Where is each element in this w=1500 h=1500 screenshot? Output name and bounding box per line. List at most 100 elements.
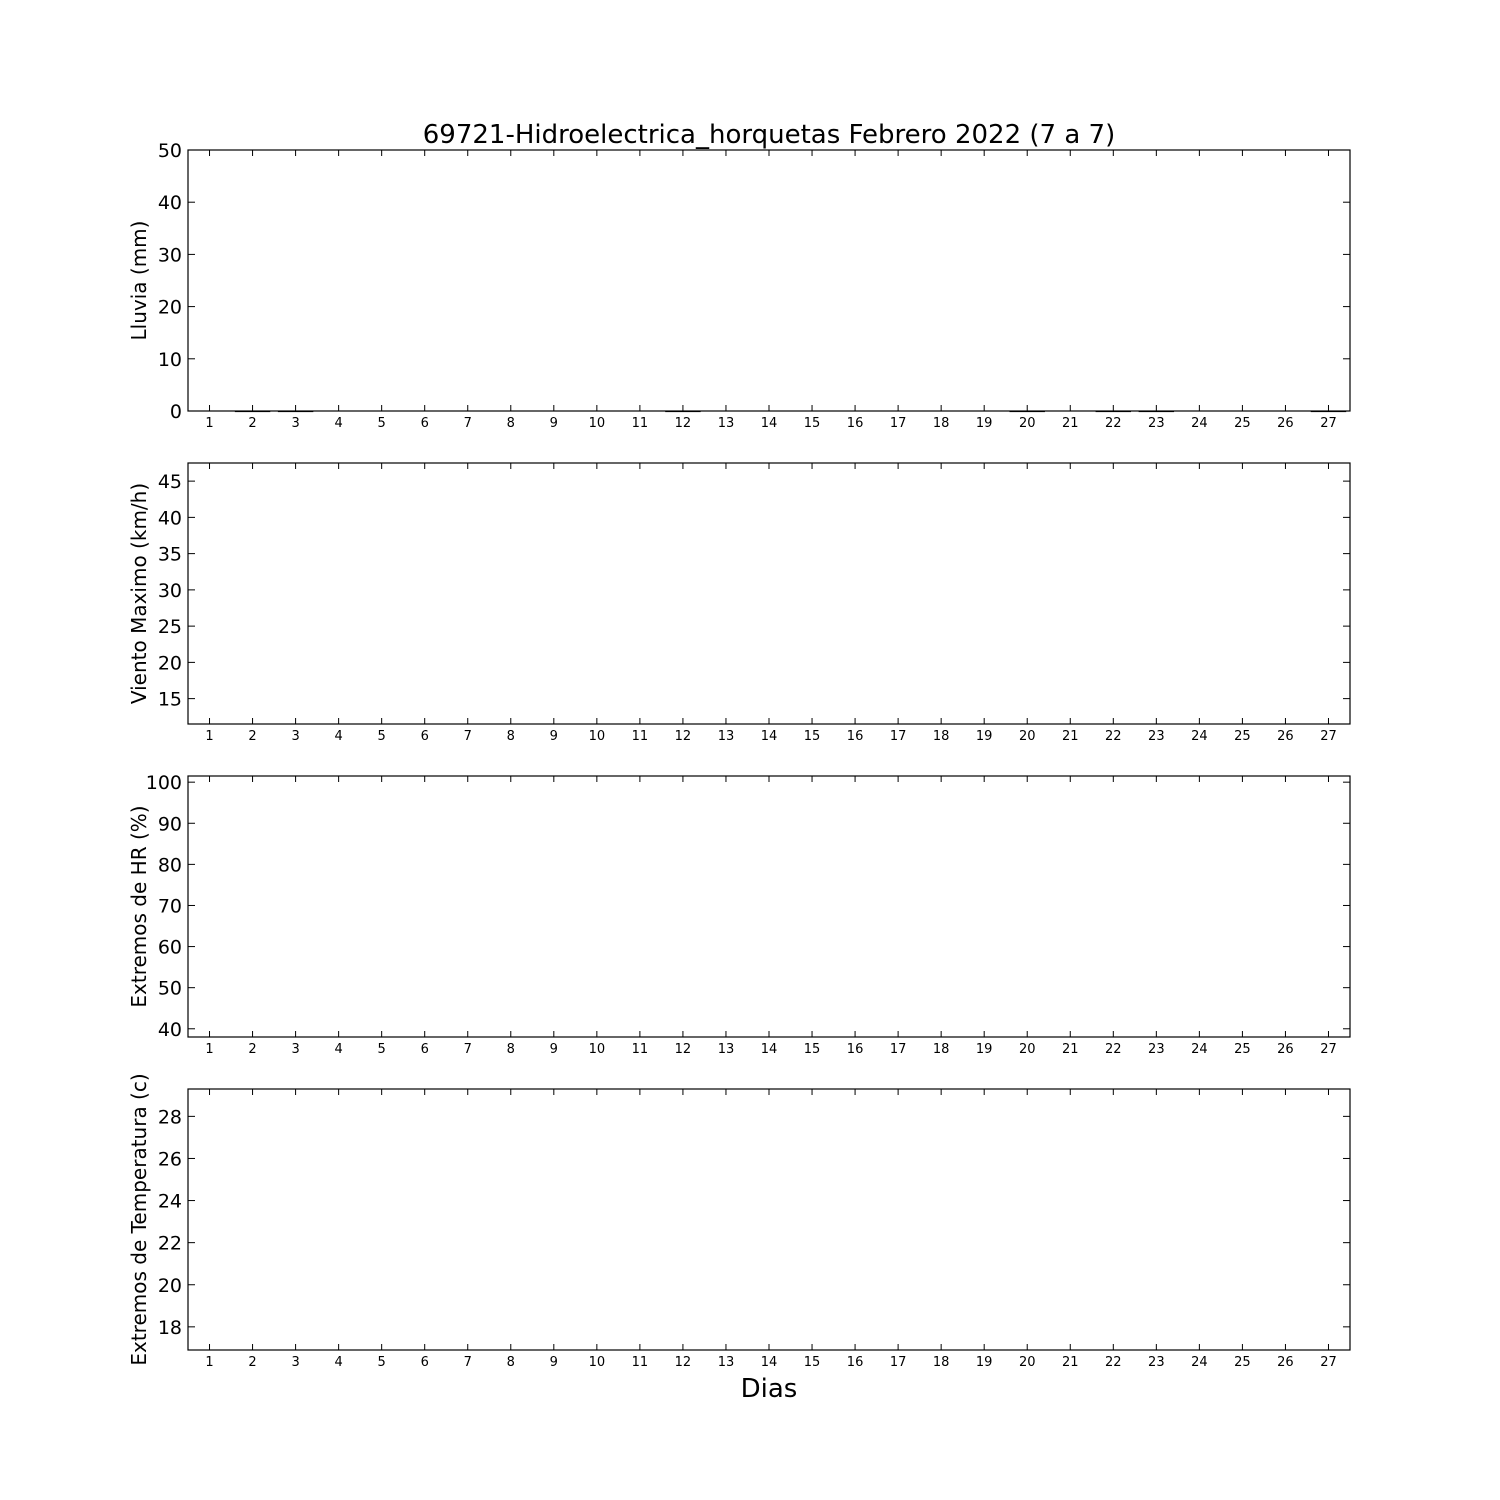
chart-panel-1: 1 2 3 4 5 6 7 8 9 10 11 12 13 14 15 16 17 18 19 20 21 22 23 24 2… <box>127 140 1351 431</box>
x-tick-label-10: 10 <box>589 416 606 431</box>
x-tick-label-2: 2 <box>248 729 256 744</box>
x-tick-label-23: 23 <box>1148 416 1165 431</box>
x-tick-label-6: 6 <box>421 1042 429 1057</box>
x-tick-label-7: 7 <box>464 729 472 744</box>
x-tick-label-15: 15 <box>804 729 821 744</box>
x-tick-label-13: 13 <box>718 416 735 431</box>
x-tick-label-24: 24 <box>1191 729 1208 744</box>
x-tick-label-10: 10 <box>589 1355 606 1370</box>
x-tick-label-24: 24 <box>1191 1355 1208 1370</box>
y-tick-label-80: 80 <box>158 854 182 876</box>
chart-panel-3: 1 2 3 4 5 6 7 8 9 10 11 12 13 14 15 16 17 18 19 20 21 22 23 24 2… <box>127 772 1351 1057</box>
x-tick-label-25: 25 <box>1234 729 1251 744</box>
plot-frame <box>187 1088 1351 1351</box>
y-tick-label-40: 40 <box>158 1019 182 1041</box>
x-tick-label-11: 11 <box>632 1042 649 1057</box>
y-tick-label-100: 100 <box>146 772 182 794</box>
x-tick-label-20: 20 <box>1019 1042 1036 1057</box>
x-tick-label-21: 21 <box>1062 1355 1079 1370</box>
x-tick-label-27: 27 <box>1320 1355 1337 1370</box>
x-tick-label-3: 3 <box>291 729 299 744</box>
x-tick-label-1: 1 <box>205 1042 213 1057</box>
x-tick-label-3: 3 <box>291 1042 299 1057</box>
x-tick-label-5: 5 <box>378 1042 386 1057</box>
y-tick-label-40: 40 <box>158 192 182 214</box>
x-tick-label-19: 19 <box>976 1355 993 1370</box>
y-tick-label-90: 90 <box>158 813 182 835</box>
x-tick-label-12: 12 <box>675 729 692 744</box>
x-tick-label-1: 1 <box>205 729 213 744</box>
x-tick-label-12: 12 <box>675 416 692 431</box>
x-tick-label-10: 10 <box>589 729 606 744</box>
y-tick-label-15: 15 <box>158 689 182 711</box>
y-tick-label-20: 20 <box>158 652 182 674</box>
x-tick-label-23: 23 <box>1148 1042 1165 1057</box>
x-tick-label-17: 17 <box>890 1355 907 1370</box>
x-tick-label-19: 19 <box>976 729 993 744</box>
x-tick-label-6: 6 <box>421 1355 429 1370</box>
chart-panel-2: 1 2 3 4 5 6 7 8 9 10 11 12 13 14 15 16 17 18 19 20 21 22 23 24 2… <box>127 462 1351 744</box>
x-tick-label-11: 11 <box>632 1355 649 1370</box>
x-tick-label-20: 20 <box>1019 416 1036 431</box>
x-tick-label-9: 9 <box>550 1042 558 1057</box>
x-tick-label-3: 3 <box>291 416 299 431</box>
y-tick-label-45: 45 <box>158 471 182 493</box>
y-axis-label: Extremos de HR (%) <box>127 805 151 1007</box>
x-tick-label-22: 22 <box>1105 1042 1122 1057</box>
x-tick-label-24: 24 <box>1191 1042 1208 1057</box>
x-tick-label-22: 22 <box>1105 729 1122 744</box>
x-tick-label-4: 4 <box>334 1042 342 1057</box>
y-tick-label-28: 28 <box>158 1106 182 1128</box>
x-tick-label-26: 26 <box>1277 1042 1294 1057</box>
y-tick-label-70: 70 <box>158 895 182 917</box>
x-tick-label-14: 14 <box>761 1355 778 1370</box>
x-tick-label-25: 25 <box>1234 416 1251 431</box>
x-tick-label-19: 19 <box>976 416 993 431</box>
y-tick-label-60: 60 <box>158 937 182 959</box>
plot-frame <box>187 462 1351 725</box>
y-tick-label-26: 26 <box>158 1148 182 1170</box>
x-tick-label-22: 22 <box>1105 1355 1122 1370</box>
x-tick-label-17: 17 <box>890 416 907 431</box>
y-tick-label-24: 24 <box>158 1191 182 1213</box>
x-tick-label-4: 4 <box>334 416 342 431</box>
x-tick-label-26: 26 <box>1277 729 1294 744</box>
y-axis-label: Lluvia (mm) <box>127 221 151 341</box>
x-tick-label-7: 7 <box>464 416 472 431</box>
figure-title: 69721-Hidroelectrica_horquetas Febrero 2… <box>423 120 1115 150</box>
x-tick-label-26: 26 <box>1277 1355 1294 1370</box>
x-tick-label-22: 22 <box>1105 416 1122 431</box>
x-tick-label-14: 14 <box>761 729 778 744</box>
x-tick-label-19: 19 <box>976 1042 993 1057</box>
y-tick-label-20: 20 <box>158 297 182 319</box>
x-tick-label-18: 18 <box>933 1042 950 1057</box>
x-tick-label-27: 27 <box>1320 729 1337 744</box>
y-tick-label-50: 50 <box>158 140 182 162</box>
x-tick-label-15: 15 <box>804 1355 821 1370</box>
x-tick-label-9: 9 <box>550 729 558 744</box>
x-tick-label-15: 15 <box>804 1042 821 1057</box>
x-tick-label-5: 5 <box>378 729 386 744</box>
x-tick-label-25: 25 <box>1234 1355 1251 1370</box>
x-tick-label-17: 17 <box>890 729 907 744</box>
x-tick-label-17: 17 <box>890 1042 907 1057</box>
x-tick-label-11: 11 <box>632 729 649 744</box>
x-tick-label-20: 20 <box>1019 1355 1036 1370</box>
y-tick-label-40: 40 <box>158 507 182 529</box>
x-tick-label-13: 13 <box>718 1042 735 1057</box>
y-axis-label: Extremos de Temperatura (c) <box>127 1073 151 1365</box>
y-tick-label-30: 30 <box>158 580 182 602</box>
x-tick-label-1: 1 <box>205 416 213 431</box>
x-tick-label-9: 9 <box>550 1355 558 1370</box>
x-tick-label-4: 4 <box>334 729 342 744</box>
x-tick-label-8: 8 <box>507 1355 515 1370</box>
x-tick-label-26: 26 <box>1277 416 1294 431</box>
x-tick-label-27: 27 <box>1320 1042 1337 1057</box>
x-tick-label-16: 16 <box>847 1042 864 1057</box>
plot-frame <box>187 149 1351 412</box>
y-tick-label-18: 18 <box>158 1317 182 1339</box>
x-tick-label-20: 20 <box>1019 729 1036 744</box>
y-tick-label-50: 50 <box>158 978 182 1000</box>
y-tick-label-30: 30 <box>158 244 182 266</box>
